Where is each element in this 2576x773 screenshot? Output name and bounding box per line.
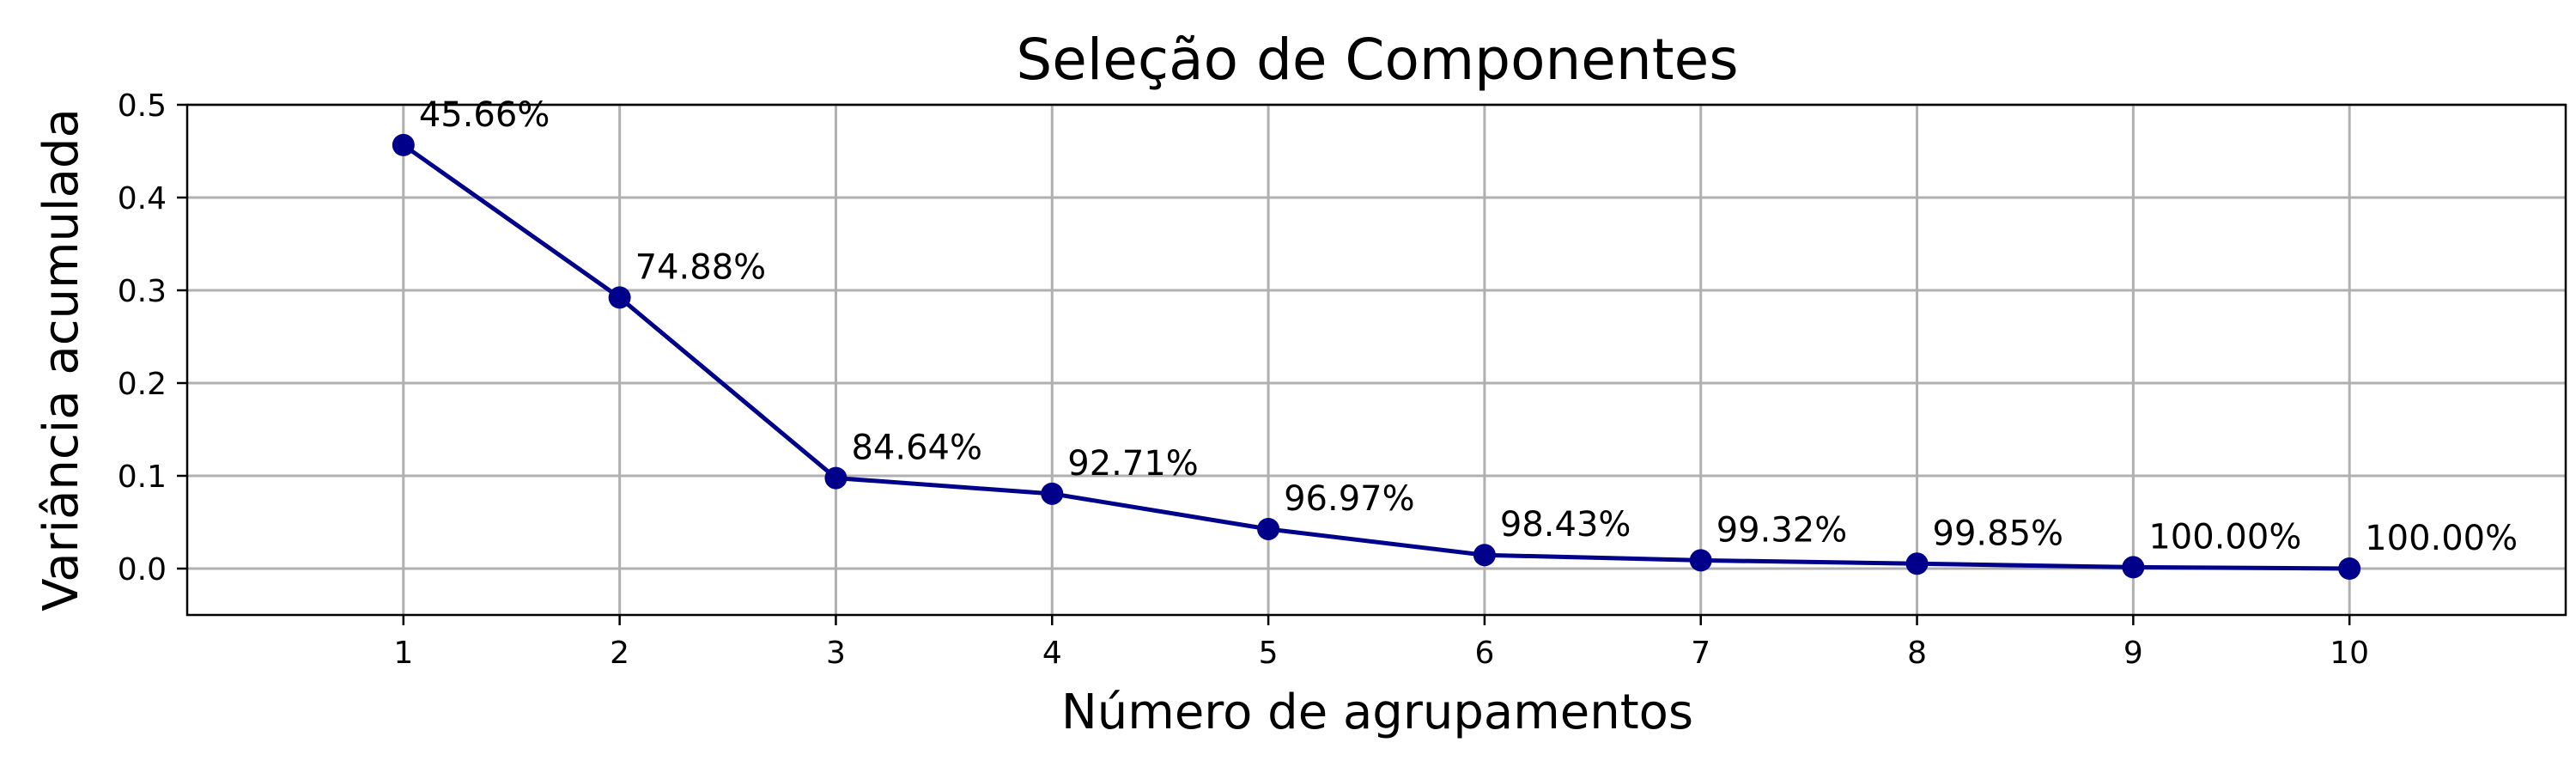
y-tick-label: 0.5 xyxy=(118,88,167,124)
data-point-label: 100.00% xyxy=(2148,517,2301,557)
data-point-marker xyxy=(2122,556,2145,579)
data-point-label: 45.66% xyxy=(419,95,550,135)
x-tick-label: 4 xyxy=(1042,636,1062,671)
x-tick-label: 2 xyxy=(610,636,629,671)
data-point-marker xyxy=(1041,482,1064,505)
data-point-marker xyxy=(824,466,848,490)
series-polyline xyxy=(402,143,2350,571)
plot-area-frame xyxy=(185,103,2567,617)
data-point-marker xyxy=(392,133,415,156)
axis-ticks: 1 2 3 4 5 6 7 8 9 10 0.0 0.1 0.2 0.3 0.4 0.5 xyxy=(118,88,2369,671)
data-point-label: 96.97% xyxy=(1284,479,1415,519)
y-axis-title: Variância acumulada xyxy=(33,108,89,612)
data-point-label: 74.88% xyxy=(635,247,767,287)
data-point-marker xyxy=(1689,549,1712,572)
data-point-marker xyxy=(1905,552,1929,575)
y-tick-label: 0.1 xyxy=(118,460,167,495)
data-point-label: 99.32% xyxy=(1716,510,1848,550)
data-point-marker xyxy=(1473,544,1496,567)
grid xyxy=(187,103,2566,615)
x-tick-label: 5 xyxy=(1259,636,1279,671)
x-tick-label: 6 xyxy=(1474,636,1494,671)
data-point-label: 100.00% xyxy=(2365,519,2518,558)
x-tick-label: 10 xyxy=(2330,636,2369,671)
x-tick-label: 7 xyxy=(1691,636,1710,671)
data-point-label: 99.85% xyxy=(1933,514,2064,553)
x-tick-label: 9 xyxy=(2123,636,2143,671)
chart-title: Seleção de Componentes xyxy=(1016,27,1738,93)
data-point-marker xyxy=(1257,517,1280,540)
data-point-label: 84.64% xyxy=(851,429,982,468)
series-line xyxy=(392,133,2361,580)
data-point-marker xyxy=(2338,557,2361,580)
data-labels: 45.66% 74.88% 84.64% 92.71% 96.97% 98.43% 99.3… xyxy=(419,95,2518,558)
data-point-marker xyxy=(608,286,631,309)
y-tick-label: 0.3 xyxy=(118,274,167,309)
data-point-label: 98.43% xyxy=(1500,505,1631,545)
data-point-label: 92.71% xyxy=(1067,444,1199,484)
x-tick-label: 3 xyxy=(826,636,846,671)
y-tick-label: 0.2 xyxy=(118,367,167,402)
y-tick-label: 0.0 xyxy=(118,552,167,587)
x-tick-label: 8 xyxy=(1907,636,1927,671)
x-tick-label: 1 xyxy=(393,636,413,671)
y-tick-label: 0.4 xyxy=(118,181,167,216)
x-axis-title: Número de agrupamentos xyxy=(1061,685,1693,740)
